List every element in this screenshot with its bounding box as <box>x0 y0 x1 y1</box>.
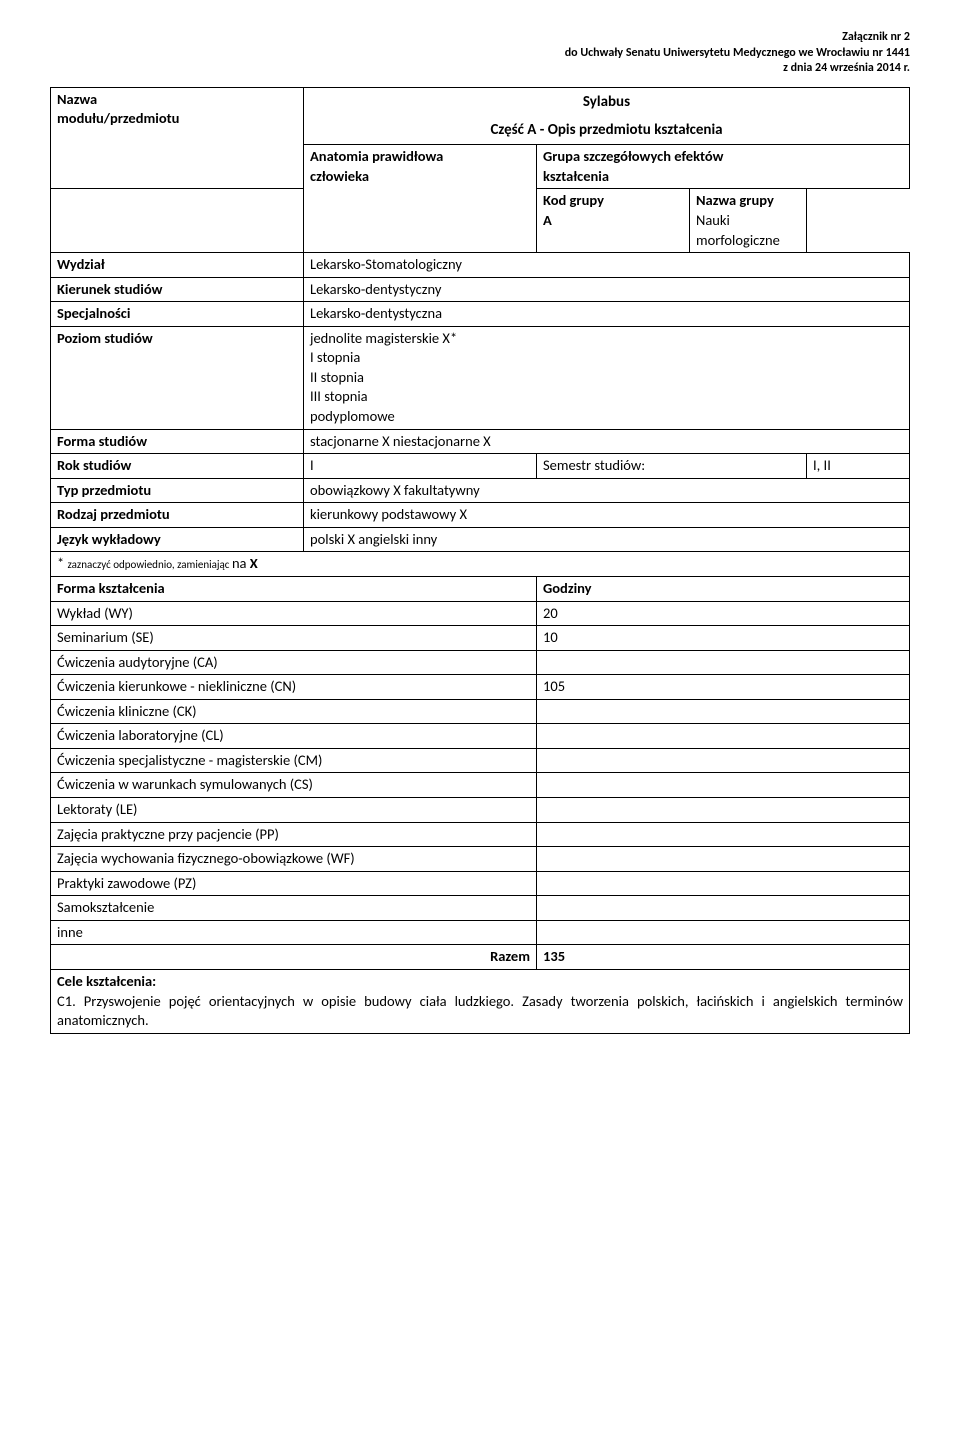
effects-group-header: Grupa szczegółowych efektów kształcenia <box>537 145 910 189</box>
forma-item-label: Ćwiczenia kliniczne (CK) <box>51 699 537 724</box>
forma-studiow-label: Forma studiów <box>51 429 304 454</box>
jezyk-label: Język wykładowy <box>51 527 304 552</box>
rodzaj-value: kierunkowy podstawowy X <box>304 503 910 528</box>
kierunek-label: Kierunek studiów <box>51 277 304 302</box>
footnote-bold: X <box>250 554 258 572</box>
forma-studiow-value: stacjonarne X niestacjonarne X <box>304 429 910 454</box>
kierunek-value: Lekarsko-dentystyczny <box>304 277 910 302</box>
forma-item-label: Zajęcia praktyczne przy pacjencie (PP) <box>51 822 537 847</box>
forma-item-hours <box>537 773 910 798</box>
nazwa-grupy-value: Nauki morfologiczne <box>696 211 800 250</box>
forma-item-hours <box>537 798 910 823</box>
module-name-label: Nazwa modułu/przedmiotu <box>51 87 304 189</box>
sylabus-subtitle: Część A - Opis przedmiotu kształcenia <box>304 116 910 145</box>
poziom-value: jednolite magisterskie X* I stopnia II s… <box>304 326 910 429</box>
forma-item-label: Ćwiczenia specjalistyczne - magisterskie… <box>51 748 537 773</box>
forma-item-hours <box>537 847 910 872</box>
wydzial-label: Wydział <box>51 253 304 278</box>
kod-grupy-cell: Kod grupy A <box>537 189 690 253</box>
forma-header-left: Forma kształcenia <box>51 576 537 601</box>
forma-item-label: Ćwiczenia w warunkach symulowanych (CS) <box>51 773 537 798</box>
poziom-label: Poziom studiów <box>51 326 304 429</box>
forma-item-hours <box>537 871 910 896</box>
semestr-label: Semestr studiów: <box>537 454 807 479</box>
forma-item-hours <box>537 650 910 675</box>
forma-header-right: Godziny <box>537 576 910 601</box>
header-line3: z dnia 24 września 2014 r. <box>50 61 910 77</box>
module-name-value: Anatomia prawidłowa człowieka <box>304 145 537 253</box>
forma-item-hours <box>537 699 910 724</box>
rok-value: I <box>304 454 537 479</box>
rodzaj-label: Rodzaj przedmiotu <box>51 503 304 528</box>
kod-grupy-value: A <box>543 211 683 231</box>
kod-grupy-label: Kod grupy <box>543 191 683 211</box>
forma-item-label: Ćwiczenia laboratoryjne (CL) <box>51 724 537 749</box>
typ-label: Typ przedmiotu <box>51 478 304 503</box>
forma-item-label: Praktyki zawodowe (PZ) <box>51 871 537 896</box>
syllabus-table: Nazwa modułu/przedmiotu Sylabus Część A … <box>50 87 910 1034</box>
forma-item-label: Seminarium (SE) <box>51 626 537 651</box>
forma-item-label: Ćwiczenia kierunkowe - niekliniczne (CN) <box>51 675 537 700</box>
header-line2: do Uchwały Senatu Uniwersytetu Medyczneg… <box>50 46 910 62</box>
forma-item-hours: 10 <box>537 626 910 651</box>
razem-label: Razem <box>51 945 537 970</box>
forma-item-label: Zajęcia wychowania fizycznego-obowiązkow… <box>51 847 537 872</box>
nazwa-grupy-label: Nazwa grupy <box>696 191 800 211</box>
footnote-small: zaznaczyć odpowiednio, zamieniając <box>68 558 232 571</box>
forma-item-hours <box>537 822 910 847</box>
semestr-value: I, II <box>807 454 910 479</box>
jezyk-value: polski X angielski inny <box>304 527 910 552</box>
forma-item-hours <box>537 896 910 921</box>
forma-item-label: inne <box>51 920 537 945</box>
forma-item-label: Wykład (WY) <box>51 601 537 626</box>
cele-title: Cele kształcenia: <box>57 972 903 992</box>
footnote-suffix: na <box>232 554 250 572</box>
footnote-prefix: * <box>57 554 68 572</box>
specjalnosci-value: Lekarsko-dentystyczna <box>304 302 910 327</box>
forma-item-hours: 105 <box>537 675 910 700</box>
forma-item-hours <box>537 748 910 773</box>
forma-item-label: Ćwiczenia audytoryjne (CA) <box>51 650 537 675</box>
attachment-header: Załącznik nr 2 do Uchwały Senatu Uniwers… <box>50 30 910 77</box>
forma-item-hours <box>537 920 910 945</box>
forma-item-hours <box>537 724 910 749</box>
header-line1: Załącznik nr 2 <box>50 30 910 46</box>
forma-item-hours: 20 <box>537 601 910 626</box>
forma-item-label: Lektoraty (LE) <box>51 798 537 823</box>
razem-value: 135 <box>537 945 910 970</box>
footnote-row: * zaznaczyć odpowiednio, zamieniając na … <box>51 552 910 577</box>
nazwa-grupy-cell: Nazwa grupy Nauki morfologiczne <box>690 189 807 253</box>
sylabus-title: Sylabus <box>304 87 910 116</box>
specjalnosci-label: Specjalności <box>51 302 304 327</box>
typ-value: obowiązkowy X fakultatywny <box>304 478 910 503</box>
cele-c1: C1. Przyswojenie pojęć orientacyjnych w … <box>57 992 903 1031</box>
wydzial-value: Lekarsko-Stomatologiczny <box>304 253 910 278</box>
cele-cell: Cele kształcenia: C1. Przyswojenie pojęć… <box>51 969 910 1033</box>
forma-item-label: Samokształcenie <box>51 896 537 921</box>
rok-label: Rok studiów <box>51 454 304 479</box>
spacer-cell <box>51 189 304 253</box>
